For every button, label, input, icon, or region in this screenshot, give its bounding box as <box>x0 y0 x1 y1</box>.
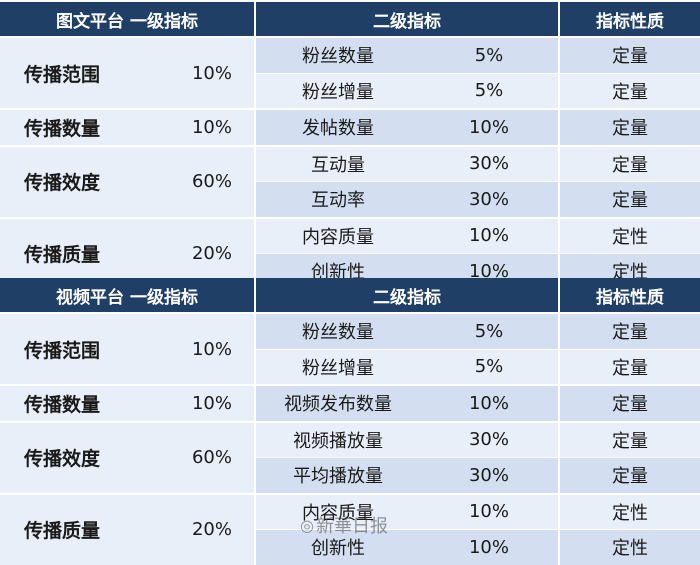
header-level2: 二级指标 <box>256 278 558 312</box>
indicator-nature: 定量 <box>560 182 700 217</box>
level2-weight: 10% <box>420 218 558 253</box>
indicator-nature: 定性 <box>560 218 700 253</box>
indicator-nature: 定量 <box>560 110 700 145</box>
level2-indicator: 内容质量 <box>256 494 420 529</box>
level2-weight: 10% <box>420 110 558 145</box>
indicator-nature: 定量 <box>560 314 700 349</box>
indicator-nature: 定量 <box>560 458 700 493</box>
level1-weight: 60% <box>170 146 254 217</box>
level1-name: 传播范围 <box>0 314 170 384</box>
level2-indicator: 粉丝数量 <box>256 38 420 73</box>
level2-weight: 5% <box>420 314 558 349</box>
level1-name: 传播效度 <box>0 422 170 493</box>
level1-weight: 20% <box>170 218 254 289</box>
level2-indicator: 视频播放量 <box>256 422 420 457</box>
watermark-text: 新華日报 <box>315 516 388 537</box>
header-nature: 指标性质 <box>560 278 700 312</box>
indicator-nature: 定性 <box>560 494 700 529</box>
level2-indicator: 互动量 <box>256 146 420 181</box>
indicator-nature: 定量 <box>560 386 700 421</box>
level2-indicator: 发帖数量 <box>256 110 420 145</box>
level2-indicator: 视频发布数量 <box>256 386 420 421</box>
level2-indicator: 平均播放量 <box>256 458 420 493</box>
indicator-nature: 定量 <box>560 73 700 108</box>
level2-indicator: 粉丝增量 <box>256 73 420 108</box>
header-level2: 二级指标 <box>256 2 558 36</box>
indicator-nature: 定量 <box>560 146 700 181</box>
header-level1: 视频平台 一级指标 <box>0 278 254 312</box>
level1-weight: 20% <box>170 494 254 565</box>
indicator-nature: 定量 <box>560 349 700 384</box>
watermark: ◎ 新華日报 <box>300 512 388 538</box>
level1-name: 传播数量 <box>0 110 170 145</box>
level1-name: 传播质量 <box>0 494 170 565</box>
level1-name: 传播数量 <box>0 386 170 421</box>
level2-weight: 30% <box>420 146 558 181</box>
level2-indicator: 互动率 <box>256 182 420 217</box>
level2-indicator: 内容质量 <box>256 218 420 253</box>
level1-weight: 10% <box>170 386 254 421</box>
header-nature: 指标性质 <box>560 2 700 36</box>
weibo-icon: ◎ <box>300 515 314 535</box>
level2-weight: 5% <box>420 73 558 108</box>
level2-weight: 5% <box>420 349 558 384</box>
level1-weight: 10% <box>170 110 254 145</box>
level2-weight: 10% <box>420 386 558 421</box>
level2-indicator: 粉丝数量 <box>256 314 420 349</box>
level1-name: 传播范围 <box>0 38 170 108</box>
level1-weight: 10% <box>170 314 254 384</box>
level2-weight: 5% <box>420 38 558 73</box>
header-level1: 图文平台 一级指标 <box>0 2 254 36</box>
level1-weight: 10% <box>170 38 254 108</box>
indicator-nature: 定量 <box>560 422 700 457</box>
level2-weight: 10% <box>420 530 558 565</box>
level2-weight: 30% <box>420 422 558 457</box>
level2-indicator: 粉丝增量 <box>256 349 420 384</box>
level2-weight: 30% <box>420 458 558 493</box>
level1-name: 传播质量 <box>0 218 170 289</box>
level1-name: 传播效度 <box>0 146 170 217</box>
indicator-nature: 定性 <box>560 530 700 565</box>
level1-weight: 60% <box>170 422 254 493</box>
level2-weight: 30% <box>420 182 558 217</box>
indicator-nature: 定量 <box>560 38 700 73</box>
level2-weight: 10% <box>420 494 558 529</box>
